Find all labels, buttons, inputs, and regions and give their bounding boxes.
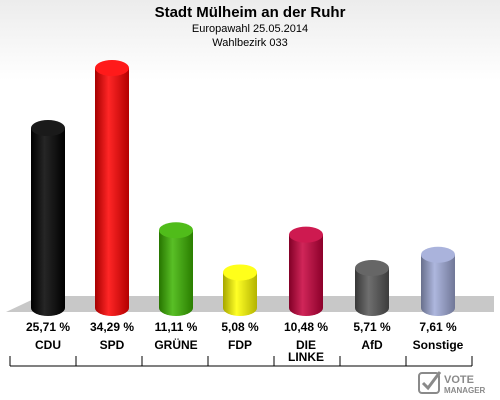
value-label-3: 5,08 %: [221, 320, 259, 334]
value-label-4: 10,48 %: [284, 320, 328, 334]
value-label-2: 11,11 %: [155, 320, 198, 334]
bar-6: [421, 254, 455, 316]
bar-2: [159, 230, 193, 316]
value-label-1: 34,29 %: [90, 320, 134, 334]
bar-1: [95, 68, 129, 316]
chart-district: Wahlbezirk 033: [212, 37, 288, 49]
category-label-4-line2: LINKE: [288, 350, 324, 364]
bar-5: [355, 268, 389, 316]
bar-top-4: [289, 226, 323, 243]
bar-group: [31, 60, 455, 316]
value-label-6: 7,61 %: [419, 320, 457, 334]
bar-top-3: [223, 264, 257, 281]
vote-manager-logo: VOTE MANAGER: [418, 371, 486, 395]
value-label-5: 5,71 %: [353, 320, 391, 334]
bar-top-6: [421, 246, 455, 263]
category-axis: [9, 356, 473, 367]
bar-top-2: [159, 222, 193, 239]
category-label-0: CDU: [35, 338, 61, 352]
label-group: 25,71 % CDU 34,29 % SPD 11,11 % GRÜNE 5,08 % FD…: [26, 320, 464, 364]
bar-4: [289, 234, 323, 316]
bar-top-1: [95, 60, 129, 76]
bar-top-5: [355, 260, 389, 277]
bar-3: [223, 272, 257, 316]
category-label-5: AfD: [361, 338, 383, 352]
logo-check-icon: [418, 371, 442, 394]
logo-manager-text: MANAGER: [444, 386, 486, 395]
category-label-2: GRÜNE: [154, 337, 197, 352]
category-label-1: SPD: [100, 338, 125, 352]
bar-0: [31, 128, 65, 316]
chart-header: Stadt Mülheim an der Ruhr Europawahl 25.…: [0, 4, 500, 50]
value-label-0: 25,71 %: [26, 320, 70, 334]
category-label-3: FDP: [228, 338, 252, 352]
chart-title: Stadt Mülheim an der Ruhr: [154, 4, 346, 21]
category-label-4: DIE: [296, 338, 316, 352]
bar-top-0: [31, 120, 65, 137]
logo-vote-text: VOTE: [444, 374, 474, 386]
category-label-6: Sonstige: [413, 338, 464, 352]
chart-subtitle: Europawahl 25.05.2014: [191, 23, 309, 35]
